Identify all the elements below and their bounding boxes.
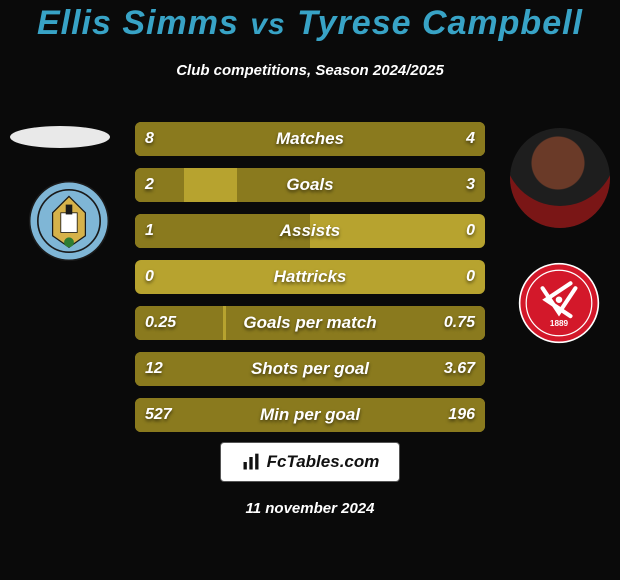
stat-label: Hattricks [135,260,485,294]
stat-row: 00Hattricks [135,260,485,294]
svg-text:1889: 1889 [550,319,569,328]
comparison-card: Ellis Simms vs Tyrese Campbell Club comp… [0,0,620,580]
stat-label: Min per goal [135,398,485,432]
stat-row: 0.250.75Goals per match [135,306,485,340]
stat-row: 123.67Shots per goal [135,352,485,386]
player2-name: Tyrese Campbell [297,4,583,42]
stat-label: Goals per match [135,306,485,340]
subtitle: Club competitions, Season 2024/2025 [0,62,620,79]
stat-label: Matches [135,122,485,156]
stat-row: 527196Min per goal [135,398,485,432]
page-title: Ellis Simms vs Tyrese Campbell [0,4,620,43]
stat-label: Shots per goal [135,352,485,386]
brand-badge: FcTables.com [220,442,400,482]
stat-row: 10Assists [135,214,485,248]
stat-label: Goals [135,168,485,202]
stats-bars: 84Matches 23Goals 10Assists 00Hattricks 0.25… [135,122,485,444]
player1-photo [10,126,110,148]
stat-label: Assists [135,214,485,248]
player1-club-crest [28,180,110,262]
brand-text: FcTables.com [267,452,380,472]
vs-text: vs [250,8,285,41]
date-text: 11 november 2024 [0,500,620,517]
player2-photo [510,128,610,228]
stat-row: 23Goals [135,168,485,202]
bar-chart-icon [241,452,261,472]
coventry-crest-icon [28,180,110,262]
stat-row: 84Matches [135,122,485,156]
sheffield-crest-icon: 1889 [518,262,600,344]
player1-name: Ellis Simms [37,4,239,42]
player2-club-crest: 1889 [518,262,600,344]
